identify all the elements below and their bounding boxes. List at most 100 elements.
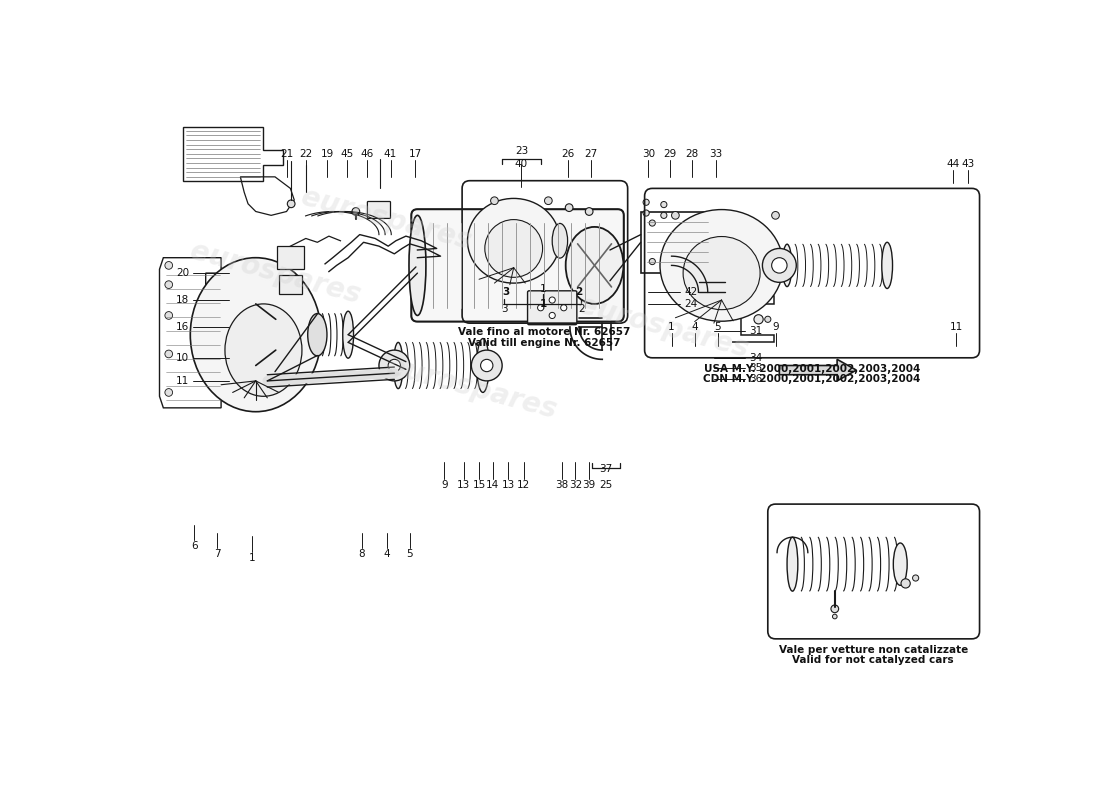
Text: CDN M.Y. 2000,2001,2002,2003,2004: CDN M.Y. 2000,2001,2002,2003,2004 [703, 374, 921, 384]
Text: 13: 13 [456, 480, 471, 490]
FancyBboxPatch shape [276, 246, 305, 270]
Circle shape [671, 211, 680, 219]
Text: 27: 27 [584, 149, 597, 158]
Circle shape [644, 210, 649, 216]
Circle shape [764, 316, 771, 322]
Text: 29: 29 [663, 149, 676, 158]
Text: 44: 44 [946, 158, 959, 169]
Text: 11: 11 [176, 376, 189, 386]
Ellipse shape [468, 198, 560, 283]
Circle shape [491, 197, 498, 205]
Circle shape [561, 305, 566, 311]
Text: eurospares: eurospares [383, 352, 560, 425]
Circle shape [700, 220, 705, 226]
Ellipse shape [552, 223, 568, 258]
Text: 3: 3 [502, 304, 508, 314]
Text: 16: 16 [176, 322, 189, 332]
Circle shape [754, 314, 763, 324]
Text: 32: 32 [569, 480, 582, 490]
Text: 21: 21 [279, 149, 294, 158]
Text: 34: 34 [749, 353, 763, 363]
Text: USA M.Y. 2000,2001,2002,2003,2004: USA M.Y. 2000,2001,2002,2003,2004 [704, 363, 920, 374]
Ellipse shape [394, 342, 403, 389]
Circle shape [549, 297, 556, 303]
Ellipse shape [476, 338, 490, 393]
Text: 3: 3 [503, 287, 509, 298]
Circle shape [538, 305, 543, 311]
Circle shape [165, 262, 173, 270]
Text: 15: 15 [472, 480, 486, 490]
Circle shape [472, 350, 502, 381]
Text: 31: 31 [749, 326, 763, 336]
Text: 10: 10 [176, 353, 189, 363]
Text: 1: 1 [249, 553, 255, 563]
Ellipse shape [683, 237, 760, 310]
Circle shape [649, 258, 656, 265]
Circle shape [715, 217, 720, 222]
Circle shape [585, 208, 593, 215]
Circle shape [378, 350, 409, 381]
Text: 9: 9 [441, 480, 448, 490]
Circle shape [762, 249, 796, 282]
Circle shape [165, 350, 173, 358]
Text: Vale fino al motore Nr. 62657: Vale fino al motore Nr. 62657 [459, 327, 630, 338]
Circle shape [913, 575, 918, 581]
Circle shape [481, 359, 493, 372]
Text: 13: 13 [502, 480, 515, 490]
Text: 38: 38 [556, 480, 569, 490]
FancyBboxPatch shape [411, 209, 624, 322]
Text: 23: 23 [515, 146, 528, 157]
Text: 35: 35 [749, 363, 763, 373]
Text: 5: 5 [714, 322, 722, 332]
Text: 2: 2 [575, 287, 583, 298]
Text: 19: 19 [321, 149, 334, 158]
Circle shape [165, 311, 173, 319]
Text: 22: 22 [299, 149, 312, 158]
Circle shape [352, 208, 360, 215]
Ellipse shape [782, 244, 792, 286]
Circle shape [165, 281, 173, 289]
Ellipse shape [190, 258, 321, 412]
Text: 37: 37 [600, 465, 613, 474]
Text: 39: 39 [583, 480, 596, 490]
Circle shape [833, 614, 837, 619]
Text: Vale per vetture non catalizzate: Vale per vetture non catalizzate [779, 645, 968, 654]
Text: 9: 9 [772, 322, 779, 332]
Text: 11: 11 [949, 322, 964, 332]
Text: 42: 42 [684, 287, 697, 298]
Text: 1: 1 [540, 283, 547, 294]
Text: 8: 8 [359, 549, 365, 559]
Circle shape [830, 605, 838, 613]
Text: 26: 26 [561, 149, 574, 158]
Text: 1: 1 [668, 322, 675, 332]
Ellipse shape [224, 304, 301, 396]
Circle shape [772, 258, 788, 273]
Circle shape [661, 202, 667, 208]
Circle shape [549, 312, 556, 318]
Text: 1: 1 [539, 299, 547, 309]
Text: 28: 28 [685, 149, 698, 158]
Text: 25: 25 [600, 480, 613, 490]
Ellipse shape [343, 311, 353, 358]
Text: 6: 6 [190, 542, 198, 551]
Text: 18: 18 [176, 295, 189, 305]
Circle shape [772, 211, 779, 219]
Text: 24: 24 [684, 299, 697, 309]
Text: 36: 36 [749, 374, 763, 384]
Circle shape [661, 212, 667, 218]
Circle shape [287, 200, 295, 208]
Text: 5: 5 [406, 549, 414, 559]
Circle shape [544, 197, 552, 205]
Text: 12: 12 [517, 480, 530, 490]
Text: 40: 40 [515, 158, 528, 169]
Text: 20: 20 [176, 268, 189, 278]
Text: 4: 4 [383, 549, 390, 559]
Ellipse shape [565, 227, 624, 304]
Text: 45: 45 [340, 149, 353, 158]
Text: 46: 46 [361, 149, 374, 158]
Circle shape [530, 301, 551, 322]
Text: 14: 14 [486, 480, 499, 490]
Polygon shape [779, 359, 856, 381]
Ellipse shape [308, 314, 327, 356]
Text: 7: 7 [213, 549, 221, 559]
